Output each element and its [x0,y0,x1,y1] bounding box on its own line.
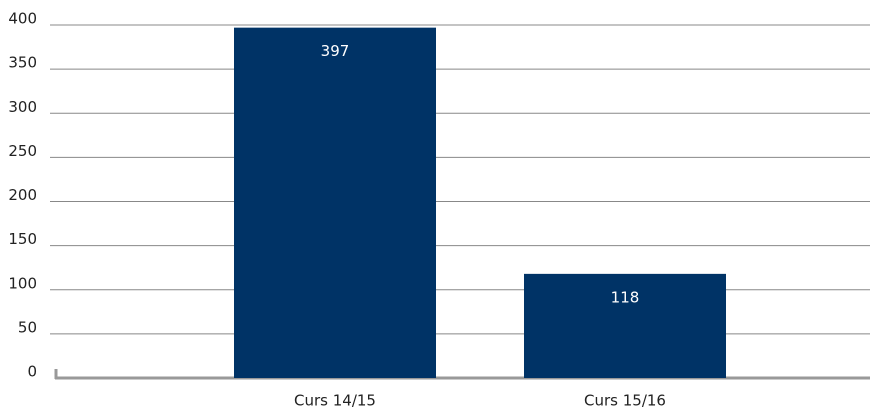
y-tick-label: 350 [8,54,37,72]
y-tick-label: 50 [18,318,37,336]
x-tick-label: Curs 15/16 [584,392,666,410]
y-tick-label: 300 [8,98,37,116]
value-label: 118 [611,288,640,306]
y-tick-label: 150 [8,230,37,248]
bar [234,27,436,379]
y-tick-label: 200 [8,186,37,204]
x-tick-label: Curs 14/15 [294,392,376,410]
value-label: 397 [321,42,350,60]
y-tick-label: 0 [27,363,37,381]
y-tick-label: 400 [8,10,37,28]
y-tick-label: 100 [8,274,37,292]
y-tick-label: 250 [8,142,37,160]
bar [524,273,726,378]
